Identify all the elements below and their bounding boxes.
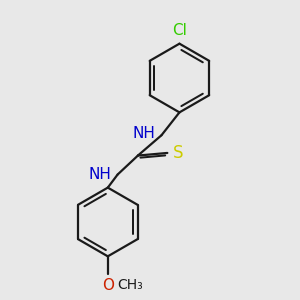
Text: S: S: [173, 144, 184, 162]
Text: O: O: [102, 278, 114, 292]
Text: CH₃: CH₃: [118, 278, 143, 292]
Text: NH: NH: [89, 167, 112, 182]
Text: Cl: Cl: [172, 23, 187, 38]
Text: NH: NH: [133, 126, 156, 141]
